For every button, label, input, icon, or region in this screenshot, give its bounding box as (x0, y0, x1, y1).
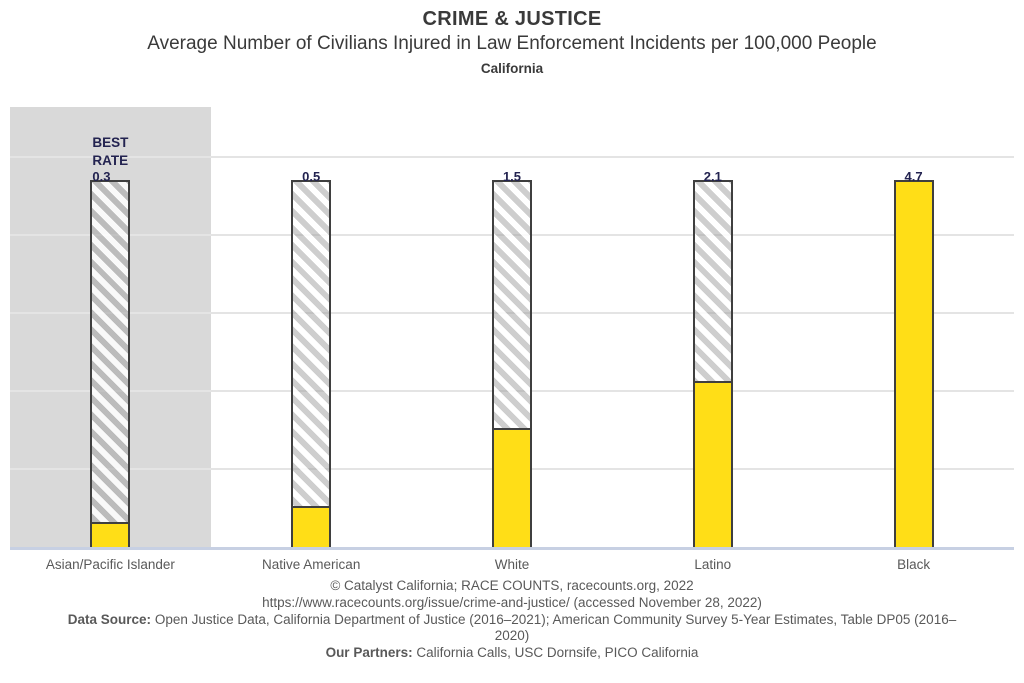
bar-value-label: 2.1 (703, 169, 722, 184)
chart-footer: © Catalyst California; RACE COUNTS, race… (0, 578, 1024, 662)
partners-line: Our Partners: California Calls, USC Dorn… (0, 645, 1024, 662)
best-rate-annotation: BEST RATE (92, 135, 129, 168)
bar-value-label: 4.7 (904, 169, 923, 184)
bar-value-label: 0.5 (302, 169, 321, 184)
bar-fill (494, 428, 530, 547)
bar-black (893, 180, 934, 547)
bar-white (492, 180, 532, 547)
x-axis-label: White (494, 557, 530, 572)
data-source-label: Data Source: (67, 611, 152, 627)
bar-value-label: 1.5 (502, 169, 522, 184)
chart-region-subtitle: California (480, 61, 544, 76)
source-url-line: https://www.racecounts.org/issue/crime-a… (262, 594, 762, 610)
x-axis-label: Latino (694, 557, 732, 572)
x-axis-label: Native American (262, 557, 361, 572)
bar-fill (92, 522, 129, 547)
bar-fill (293, 506, 330, 547)
bar-native-american (291, 180, 332, 547)
gridline (10, 155, 1014, 158)
bar-asian-pacific-islander (90, 180, 131, 547)
copyright-line: © Catalyst California; RACE COUNTS, race… (330, 578, 694, 593)
plot-area: 0.3 0.5 1.5 2.1 4.7 BEST RATE (10, 107, 1014, 548)
partners-label: Our Partners: (325, 645, 413, 661)
x-axis-label: Black (897, 557, 931, 572)
data-source-text: Open Justice Data, California Department… (151, 611, 957, 644)
bar-fill (895, 182, 932, 547)
chart-kicker: CRIME & JUSTICE (422, 8, 602, 30)
data-source-line: Data Source: Open Justice Data, Californ… (67, 612, 957, 646)
bar-fill (694, 381, 731, 547)
partners-text: California Calls, USC Dornsife, PICO Cal… (412, 645, 699, 661)
chart-title: Average Number of Civilians Injured in L… (147, 33, 877, 54)
bar-value-label: 0.3 (92, 169, 111, 184)
x-axis-line (10, 547, 1014, 550)
bar-latino (692, 180, 733, 547)
x-axis-label: Asian/Pacific Islander (45, 557, 175, 572)
